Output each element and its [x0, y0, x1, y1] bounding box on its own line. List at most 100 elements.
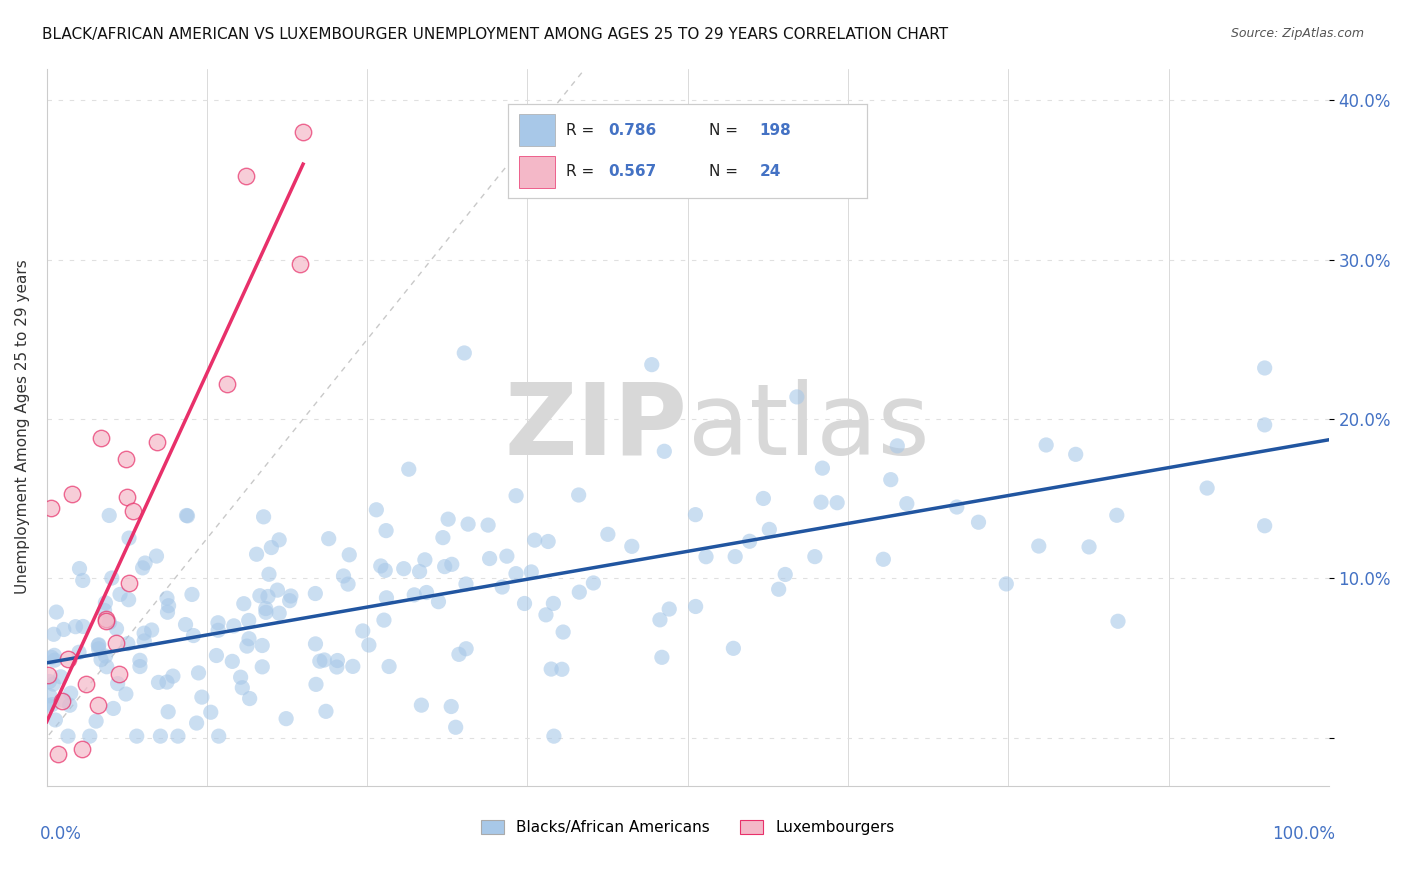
Point [98, 508, 121, 523]
Point [45, 605, 67, 619]
Point [44, 713, 66, 727]
Point [162, 669, 184, 683]
Point [491, 580, 513, 594]
Point [738, 534, 761, 549]
Point [444, 720, 467, 734]
Point [157, 705, 180, 719]
Point [266, 583, 288, 598]
Point [38, 674, 60, 689]
Legend: Blacks/African Americans, Luxembourgers: Blacks/African Americans, Luxembourgers [481, 821, 894, 835]
Point [1107, 614, 1129, 628]
Point [221, 654, 243, 668]
Point [252, 509, 274, 524]
Point [62, 487, 84, 501]
Point [56, 729, 79, 743]
Point [685, 599, 707, 614]
Point [149, 729, 172, 743]
Point [176, 508, 198, 523]
Point [208, 729, 231, 743]
Point [174, 617, 197, 632]
Point [105, 622, 128, 636]
Point [183, 629, 205, 643]
Point [134, 634, 156, 648]
Point [411, 698, 433, 713]
Point [39, 500, 62, 515]
Point [456, 641, 478, 656]
Point [540, 662, 562, 676]
Point [432, 531, 454, 545]
Point [1253, 518, 1275, 533]
Point [90, 653, 112, 667]
Point [46, 747, 69, 761]
Point [505, 566, 527, 581]
Point [342, 659, 364, 673]
Point [568, 488, 591, 502]
Point [1253, 361, 1275, 376]
Point [520, 565, 543, 579]
Point [90, 431, 112, 445]
Point [995, 577, 1018, 591]
Point [652, 444, 675, 458]
Point [52, 693, 75, 707]
Point [42, 627, 65, 641]
Point [231, 681, 253, 695]
Point [96, 659, 118, 673]
Point [232, 597, 254, 611]
Point [69, 561, 91, 575]
Point [129, 653, 152, 667]
Point [37, 698, 59, 713]
Point [496, 549, 519, 564]
Point [804, 549, 827, 564]
Point [235, 169, 257, 183]
Point [67, 645, 90, 659]
Point [156, 605, 179, 619]
Point [326, 660, 349, 674]
Point [1035, 438, 1057, 452]
Point [245, 547, 267, 561]
Point [352, 624, 374, 638]
Point [896, 497, 918, 511]
Text: 0.0%: 0.0% [41, 825, 82, 843]
Point [648, 613, 671, 627]
Point [315, 704, 337, 718]
Text: 100.0%: 100.0% [1272, 825, 1336, 843]
Point [84, 714, 107, 728]
Point [304, 586, 326, 600]
Point [94, 596, 117, 610]
Point [70, 742, 93, 756]
Point [238, 632, 260, 646]
Point [513, 597, 536, 611]
Point [1078, 540, 1101, 554]
Point [86, 698, 108, 712]
Point [87, 638, 110, 652]
Point [453, 346, 475, 360]
Point [44, 653, 66, 667]
Point [217, 376, 239, 391]
Point [357, 638, 380, 652]
Point [537, 534, 560, 549]
Point [39, 689, 62, 703]
Point [551, 662, 574, 676]
Point [37, 667, 59, 681]
Point [186, 716, 208, 731]
Point [427, 595, 450, 609]
Point [87, 638, 110, 652]
Point [886, 439, 908, 453]
Point [825, 496, 848, 510]
Point [167, 729, 190, 743]
Point [257, 590, 280, 604]
Point [292, 125, 315, 139]
Point [596, 527, 619, 541]
Point [41, 698, 63, 712]
Point [44, 648, 66, 663]
Point [107, 676, 129, 690]
Point [276, 712, 298, 726]
Point [257, 567, 280, 582]
Point [332, 569, 354, 583]
Point [249, 589, 271, 603]
Text: BLACK/AFRICAN AMERICAN VS LUXEMBOURGER UNEMPLOYMENT AMONG AGES 25 TO 29 YEARS CO: BLACK/AFRICAN AMERICAN VS LUXEMBOURGER U… [42, 27, 948, 42]
Point [156, 675, 179, 690]
Point [752, 491, 775, 506]
Point [651, 650, 673, 665]
Point [146, 435, 169, 450]
